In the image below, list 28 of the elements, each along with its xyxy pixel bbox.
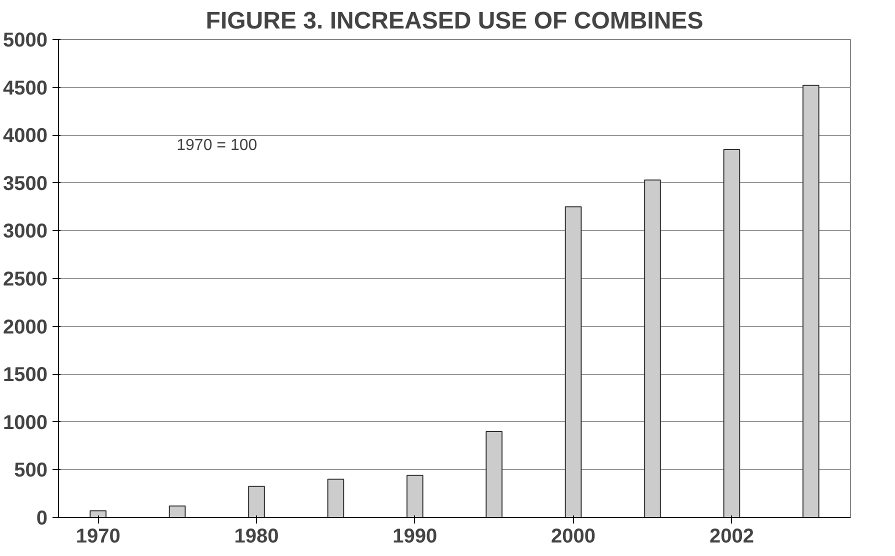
bar <box>644 180 661 518</box>
bar <box>564 206 582 518</box>
bar <box>168 506 186 518</box>
bar <box>802 84 820 518</box>
x-tick-label: 1970 <box>76 526 120 548</box>
y-tick-label: 3000 <box>3 220 48 243</box>
annotation: 1970 = 100 <box>176 137 258 154</box>
x-tick-label: 1980 <box>234 526 279 548</box>
y-tick-label: 1000 <box>3 412 48 434</box>
y-tick-label: 500 <box>14 460 48 482</box>
y-tick-label: 5000 <box>3 30 48 52</box>
y-tick-label: 4500 <box>3 77 48 100</box>
bar <box>406 474 424 518</box>
bar <box>327 478 344 518</box>
y-tick-label: 1500 <box>3 364 48 386</box>
bar <box>486 430 503 518</box>
bar <box>723 148 740 518</box>
bar <box>248 486 265 518</box>
chart-title: FIGURE 3. INCREASED USE OF COMBINES <box>206 8 704 34</box>
y-tick-label: 0 <box>36 508 48 530</box>
bar <box>90 510 107 518</box>
x-tick-label: 1990 <box>392 526 438 548</box>
y-tick-label: 2500 <box>3 268 48 290</box>
y-tick-label: 3500 <box>3 172 48 195</box>
y-tick-label: 4000 <box>3 125 48 148</box>
x-tick-label: 2002 <box>709 526 754 548</box>
y-tick-label: 2000 <box>3 316 48 338</box>
x-tick-label: 2000 <box>551 526 596 548</box>
